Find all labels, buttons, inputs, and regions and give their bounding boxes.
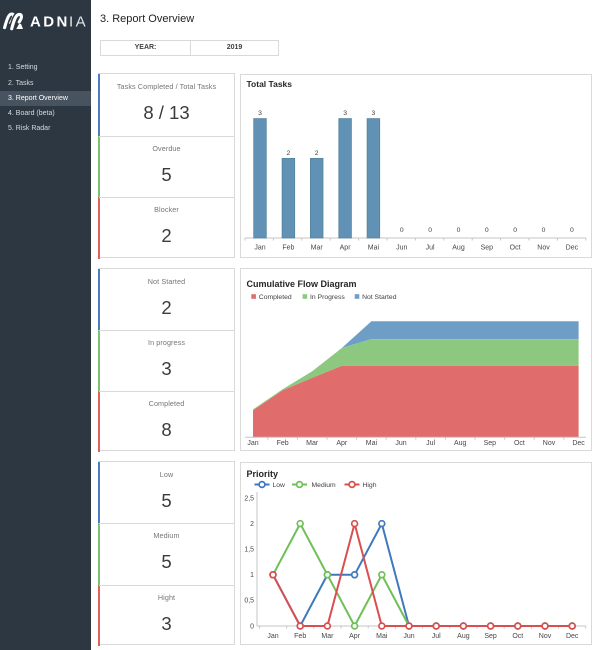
svg-text:Oct: Oct [512,633,523,640]
svg-text:Low: Low [273,482,286,489]
svg-text:Jul: Jul [426,440,435,447]
svg-text:1: 1 [250,572,254,579]
svg-text:Mar: Mar [306,440,319,447]
svg-text:Jul: Jul [432,633,441,640]
svg-text:Mar: Mar [321,633,334,640]
svg-text:0: 0 [570,227,574,234]
svg-text:0: 0 [513,227,517,234]
svg-text:Cumulative Flow Diagram: Cumulative Flow Diagram [247,279,357,289]
svg-text:Feb: Feb [277,440,289,447]
svg-text:0,5: 0,5 [244,598,254,605]
svg-text:Jun: Jun [403,633,414,640]
svg-text:3: 3 [343,110,347,117]
svg-text:3: 3 [372,110,376,117]
svg-text:2,5: 2,5 [244,495,254,502]
svg-text:Aug: Aug [452,245,465,252]
svg-text:Completed: Completed [259,294,292,301]
svg-text:0: 0 [542,227,546,234]
svg-text:Sep: Sep [481,245,494,252]
svg-text:Nov: Nov [539,633,552,640]
svg-text:Jan: Jan [254,245,265,252]
svg-text:IA: IA [69,14,88,31]
svg-text:0: 0 [400,227,404,234]
svg-text:0: 0 [250,623,254,630]
svg-text:3: 3 [258,110,262,117]
svg-text:Aug: Aug [454,440,467,447]
svg-text:Priority: Priority [247,469,279,479]
svg-text:Apr: Apr [340,245,352,252]
svg-text:2: 2 [287,150,291,157]
svg-text:Mar: Mar [311,245,324,252]
svg-text:Dec: Dec [566,633,579,640]
svg-text:2: 2 [315,150,319,157]
svg-text:0: 0 [485,227,489,234]
svg-text:Not Started: Not Started [362,294,397,301]
svg-text:Apr: Apr [349,633,361,640]
svg-text:ADN: ADN [30,14,70,31]
svg-text:Jun: Jun [396,245,407,252]
svg-text:High: High [363,482,377,489]
svg-text:Nov: Nov [543,440,556,447]
svg-text:Aug: Aug [457,633,470,640]
svg-text:Mai: Mai [368,245,380,252]
svg-text:Mai: Mai [366,440,378,447]
svg-text:0: 0 [457,227,461,234]
svg-text:Apr: Apr [336,440,348,447]
svg-text:Feb: Feb [282,245,294,252]
svg-text:Jun: Jun [395,440,406,447]
svg-text:Dec: Dec [572,440,585,447]
svg-text:1,5: 1,5 [244,547,254,554]
svg-text:Medium: Medium [312,482,337,489]
svg-text:Sep: Sep [484,440,497,447]
svg-text:Total Tasks: Total Tasks [247,79,293,89]
svg-text:Jan: Jan [247,440,258,447]
svg-text:Mai: Mai [376,633,388,640]
svg-text:Oct: Oct [514,440,525,447]
svg-text:Feb: Feb [294,633,306,640]
svg-text:Nov: Nov [537,245,550,252]
svg-text:0: 0 [428,227,432,234]
svg-text:Jul: Jul [426,245,435,252]
svg-text:2: 2 [250,521,254,528]
svg-text:Dec: Dec [566,245,579,252]
svg-text:Jan: Jan [267,633,278,640]
svg-text:Sep: Sep [484,633,497,640]
svg-text:Oct: Oct [510,245,521,252]
svg-text:In Progress: In Progress [310,294,345,301]
